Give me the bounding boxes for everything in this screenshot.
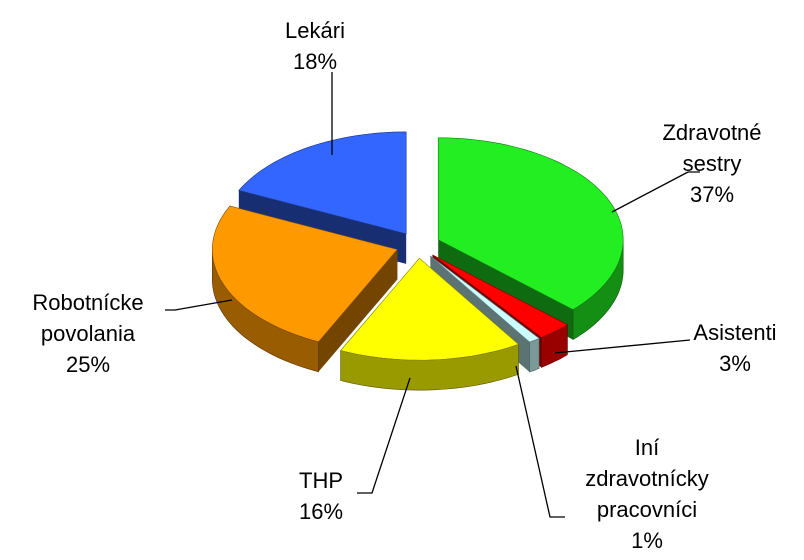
value-label: 37% [690, 182, 734, 207]
leader-line [357, 377, 411, 494]
category-label: Robotnícke povolania [32, 290, 143, 346]
leader-line [515, 365, 565, 518]
value-label: 3% [719, 351, 751, 376]
slice [430, 255, 540, 343]
slice-wall [529, 337, 540, 373]
slice-side [318, 249, 398, 372]
value-label: 1% [631, 528, 663, 553]
category-label: Lekári [285, 18, 345, 43]
slice [432, 254, 569, 338]
category-label: Iní zdravotnícky pracovníci [585, 435, 709, 522]
category-label: THP [299, 468, 343, 493]
slice [212, 205, 398, 343]
slice [437, 137, 624, 310]
category-label: Zdravotné sestry [662, 120, 761, 176]
labels: Zdravotné sestry 37% Asistenti 3% Iní zdravotn… [32, 18, 776, 553]
leader-line [165, 299, 233, 311]
leader-line [611, 171, 700, 213]
leader-line [554, 339, 691, 354]
pie [212, 131, 624, 391]
category-label: Asistenti [693, 320, 776, 345]
value-label: 18% [293, 49, 337, 74]
slice [340, 257, 520, 361]
value-label: 25% [66, 352, 110, 377]
slice [238, 131, 407, 235]
value-label: 16% [299, 499, 343, 524]
